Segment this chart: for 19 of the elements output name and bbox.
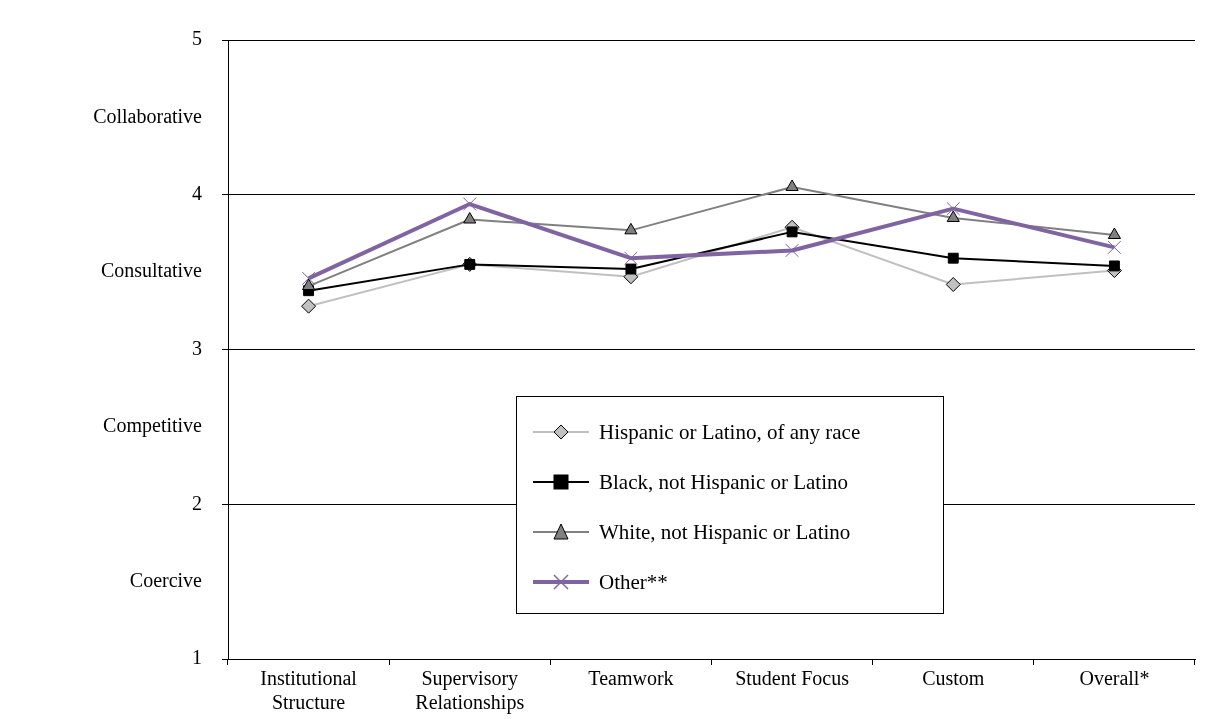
x-tick-label: Overall* bbox=[1079, 667, 1150, 690]
y-tick-label: 3 bbox=[192, 336, 202, 359]
y-tick-label: 2 bbox=[192, 491, 202, 514]
legend-label: White, not Hispanic or Latino bbox=[599, 519, 851, 545]
legend-label: Hispanic or Latino, of any race bbox=[599, 419, 861, 445]
x-tick-label: Supervisory Relationships bbox=[415, 667, 525, 715]
y-tick-label: 1 bbox=[192, 646, 202, 669]
x-tick-label: Institutional Structure bbox=[260, 667, 358, 714]
y-tick-label: 4 bbox=[192, 182, 202, 204]
x-tick-label: Teamwork bbox=[588, 667, 674, 690]
x-tick-label: Student Focus bbox=[735, 667, 850, 690]
x-tick-label: Custom bbox=[922, 667, 985, 690]
y-tick-label: Consultative bbox=[100, 259, 203, 282]
y-tick-label: Coercive bbox=[129, 568, 203, 591]
y-tick-label: Collaborative bbox=[93, 104, 203, 127]
legend-label: Other** bbox=[599, 569, 668, 595]
legend-label: Black, not Hispanic or Latino bbox=[599, 469, 849, 495]
y-tick-label: 5 bbox=[192, 27, 202, 50]
y-tick-label: Competitive bbox=[103, 414, 203, 438]
